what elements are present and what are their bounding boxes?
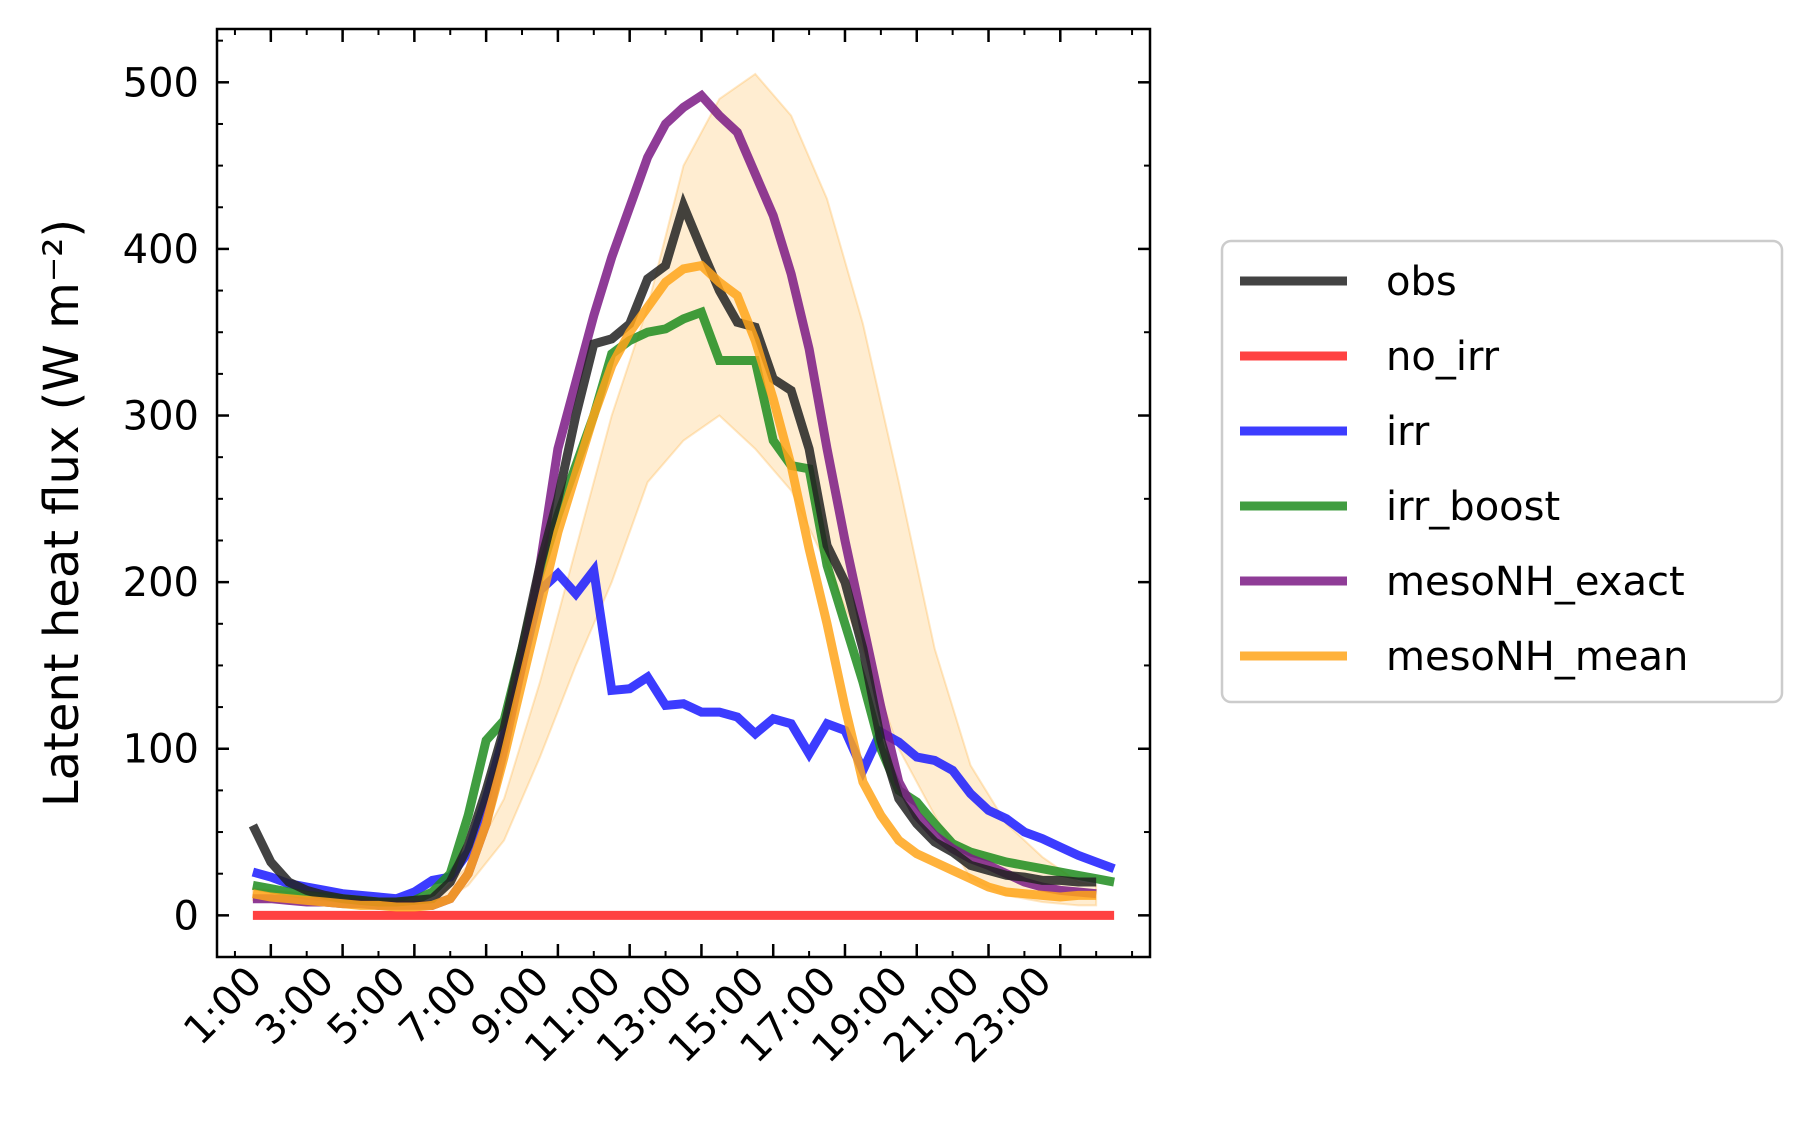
legend-label: irr	[1386, 409, 1430, 455]
legend-box	[1220, 239, 1784, 704]
legend-label: mesoNH_mean	[1386, 634, 1688, 680]
y-tick-label: 400	[123, 227, 199, 273]
plot-frame	[215, 27, 1152, 959]
x-tick-label: 1:00	[175, 958, 271, 1054]
y-tick-label: 300	[123, 394, 199, 440]
legend-label: obs	[1386, 259, 1457, 305]
x-tick-label: 5:00	[319, 958, 415, 1054]
legend-label: irr_boost	[1386, 484, 1560, 530]
y-tick-label: 100	[123, 727, 199, 773]
y-axis: 0 100 200 300 400 500	[123, 39, 1150, 939]
y-axis-title: Latent heat flux (W m⁻²)	[34, 219, 90, 807]
y-tick-label: 500	[123, 60, 199, 106]
y-tick-label: 0	[174, 893, 199, 939]
uncertainty-band-layer	[251, 72, 1098, 910]
x-tick-label: 3:00	[247, 958, 343, 1054]
series-layer	[248, 89, 1116, 920]
legend-label: mesoNH_exact	[1386, 559, 1685, 605]
y-tick-label: 200	[123, 560, 199, 606]
series-line-mesoNH-mean	[252, 260, 1097, 912]
x-tick-label: 7:00	[391, 958, 487, 1054]
mesoNH-spread-band	[251, 72, 1098, 910]
legend-label: no_irr	[1386, 334, 1500, 380]
series-line-obs	[248, 192, 1097, 907]
